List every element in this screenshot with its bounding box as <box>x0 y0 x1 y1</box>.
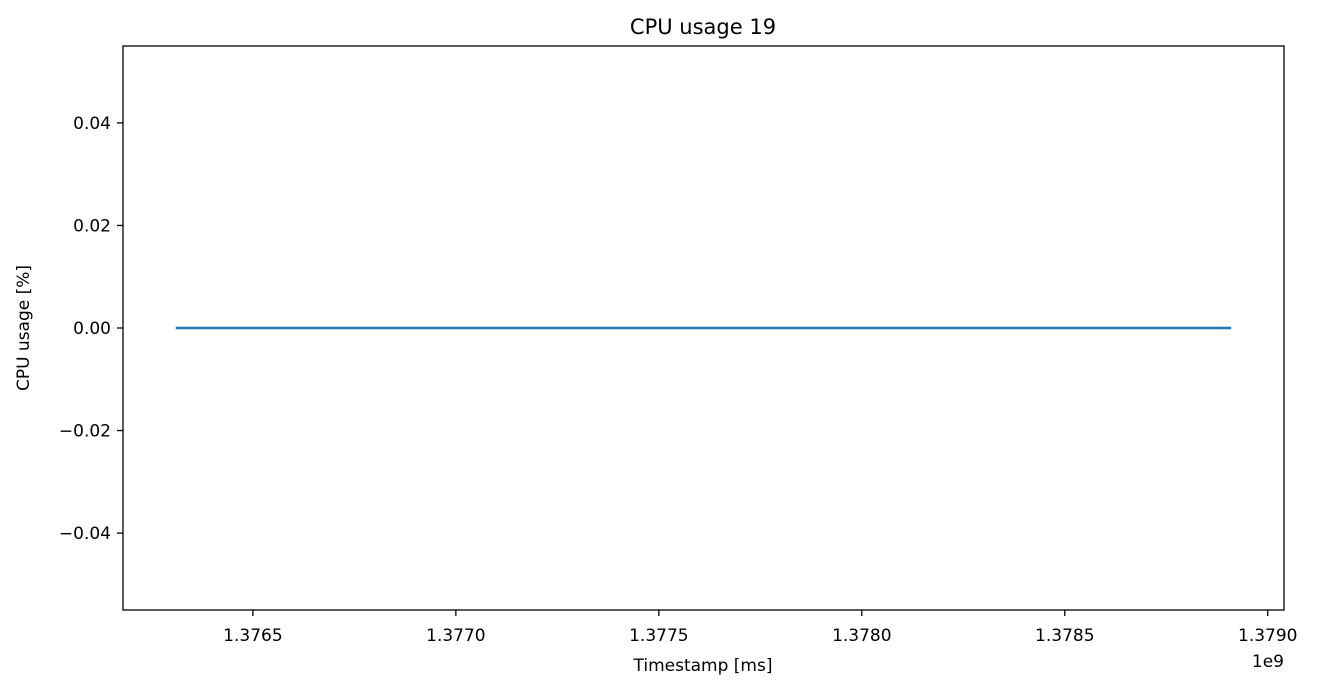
x-tick-label: 1.3775 <box>629 626 688 646</box>
y-tick-label: 0.00 <box>73 319 111 339</box>
x-tick-label: 1.3790 <box>1238 626 1297 646</box>
chart-title: CPU usage 19 <box>630 15 776 39</box>
y-tick-label: −0.04 <box>59 524 111 544</box>
y-tick-label: 0.04 <box>73 114 111 134</box>
x-tick-label: 1.3765 <box>223 626 282 646</box>
x-tick-label: 1.3780 <box>832 626 891 646</box>
x-tick-label: 1.3770 <box>426 626 485 646</box>
x-axis-label: Timestamp [ms] <box>633 656 773 676</box>
y-axis-label: CPU usage [%] <box>14 265 34 391</box>
x-offset-label: 1e9 <box>1252 652 1284 672</box>
y-tick-label: −0.02 <box>59 422 111 442</box>
y-axis: 0.04 0.02 0.00 −0.02 −0.04 <box>59 114 123 544</box>
x-tick-label: 1.3785 <box>1035 626 1094 646</box>
x-axis: 1.3765 1.3770 1.3775 1.3780 1.3785 1.3790 <box>223 610 1298 646</box>
y-tick-label: 0.02 <box>73 216 111 236</box>
